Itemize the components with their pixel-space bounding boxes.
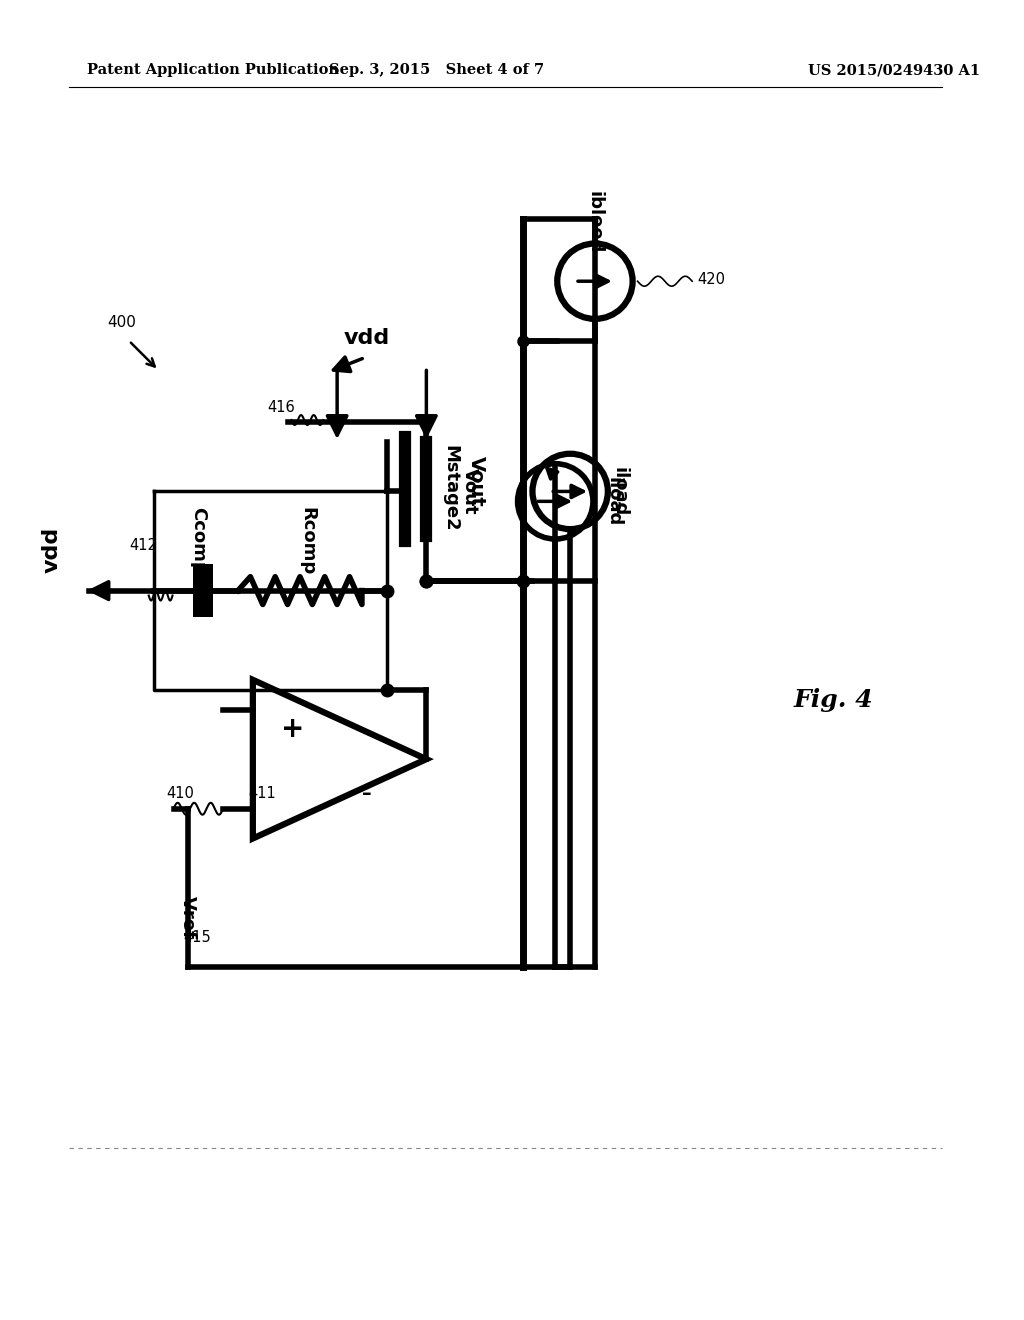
Text: 415: 415 [183, 931, 211, 945]
Text: Vout: Vout [461, 469, 479, 515]
Text: –: – [362, 784, 372, 804]
Text: 412: 412 [129, 539, 157, 553]
Text: 411: 411 [248, 787, 275, 801]
Text: Vout: Vout [467, 457, 485, 507]
Text: Ccomp: Ccomp [189, 507, 207, 576]
Text: 416: 416 [267, 400, 296, 414]
Text: Vref: Vref [179, 896, 198, 940]
Text: 410: 410 [167, 787, 195, 801]
Text: US 2015/0249430 A1: US 2015/0249430 A1 [808, 63, 980, 77]
Text: Mstage2: Mstage2 [441, 445, 459, 532]
Text: vdd: vdd [344, 327, 390, 347]
Text: Rcomp: Rcomp [298, 507, 316, 576]
Text: iload: iload [610, 467, 629, 516]
Text: 420: 420 [697, 272, 725, 286]
Text: Sep. 3, 2015   Sheet 4 of 7: Sep. 3, 2015 Sheet 4 of 7 [329, 63, 544, 77]
Text: Patent Application Publication: Patent Application Publication [87, 63, 339, 77]
Text: Fig. 4: Fig. 4 [794, 688, 872, 711]
Text: 400: 400 [108, 315, 136, 330]
Text: +: + [281, 715, 304, 743]
Text: iload: iload [605, 477, 623, 525]
Text: ibleed: ibleed [586, 190, 604, 253]
Text: vdd: vdd [42, 527, 61, 573]
